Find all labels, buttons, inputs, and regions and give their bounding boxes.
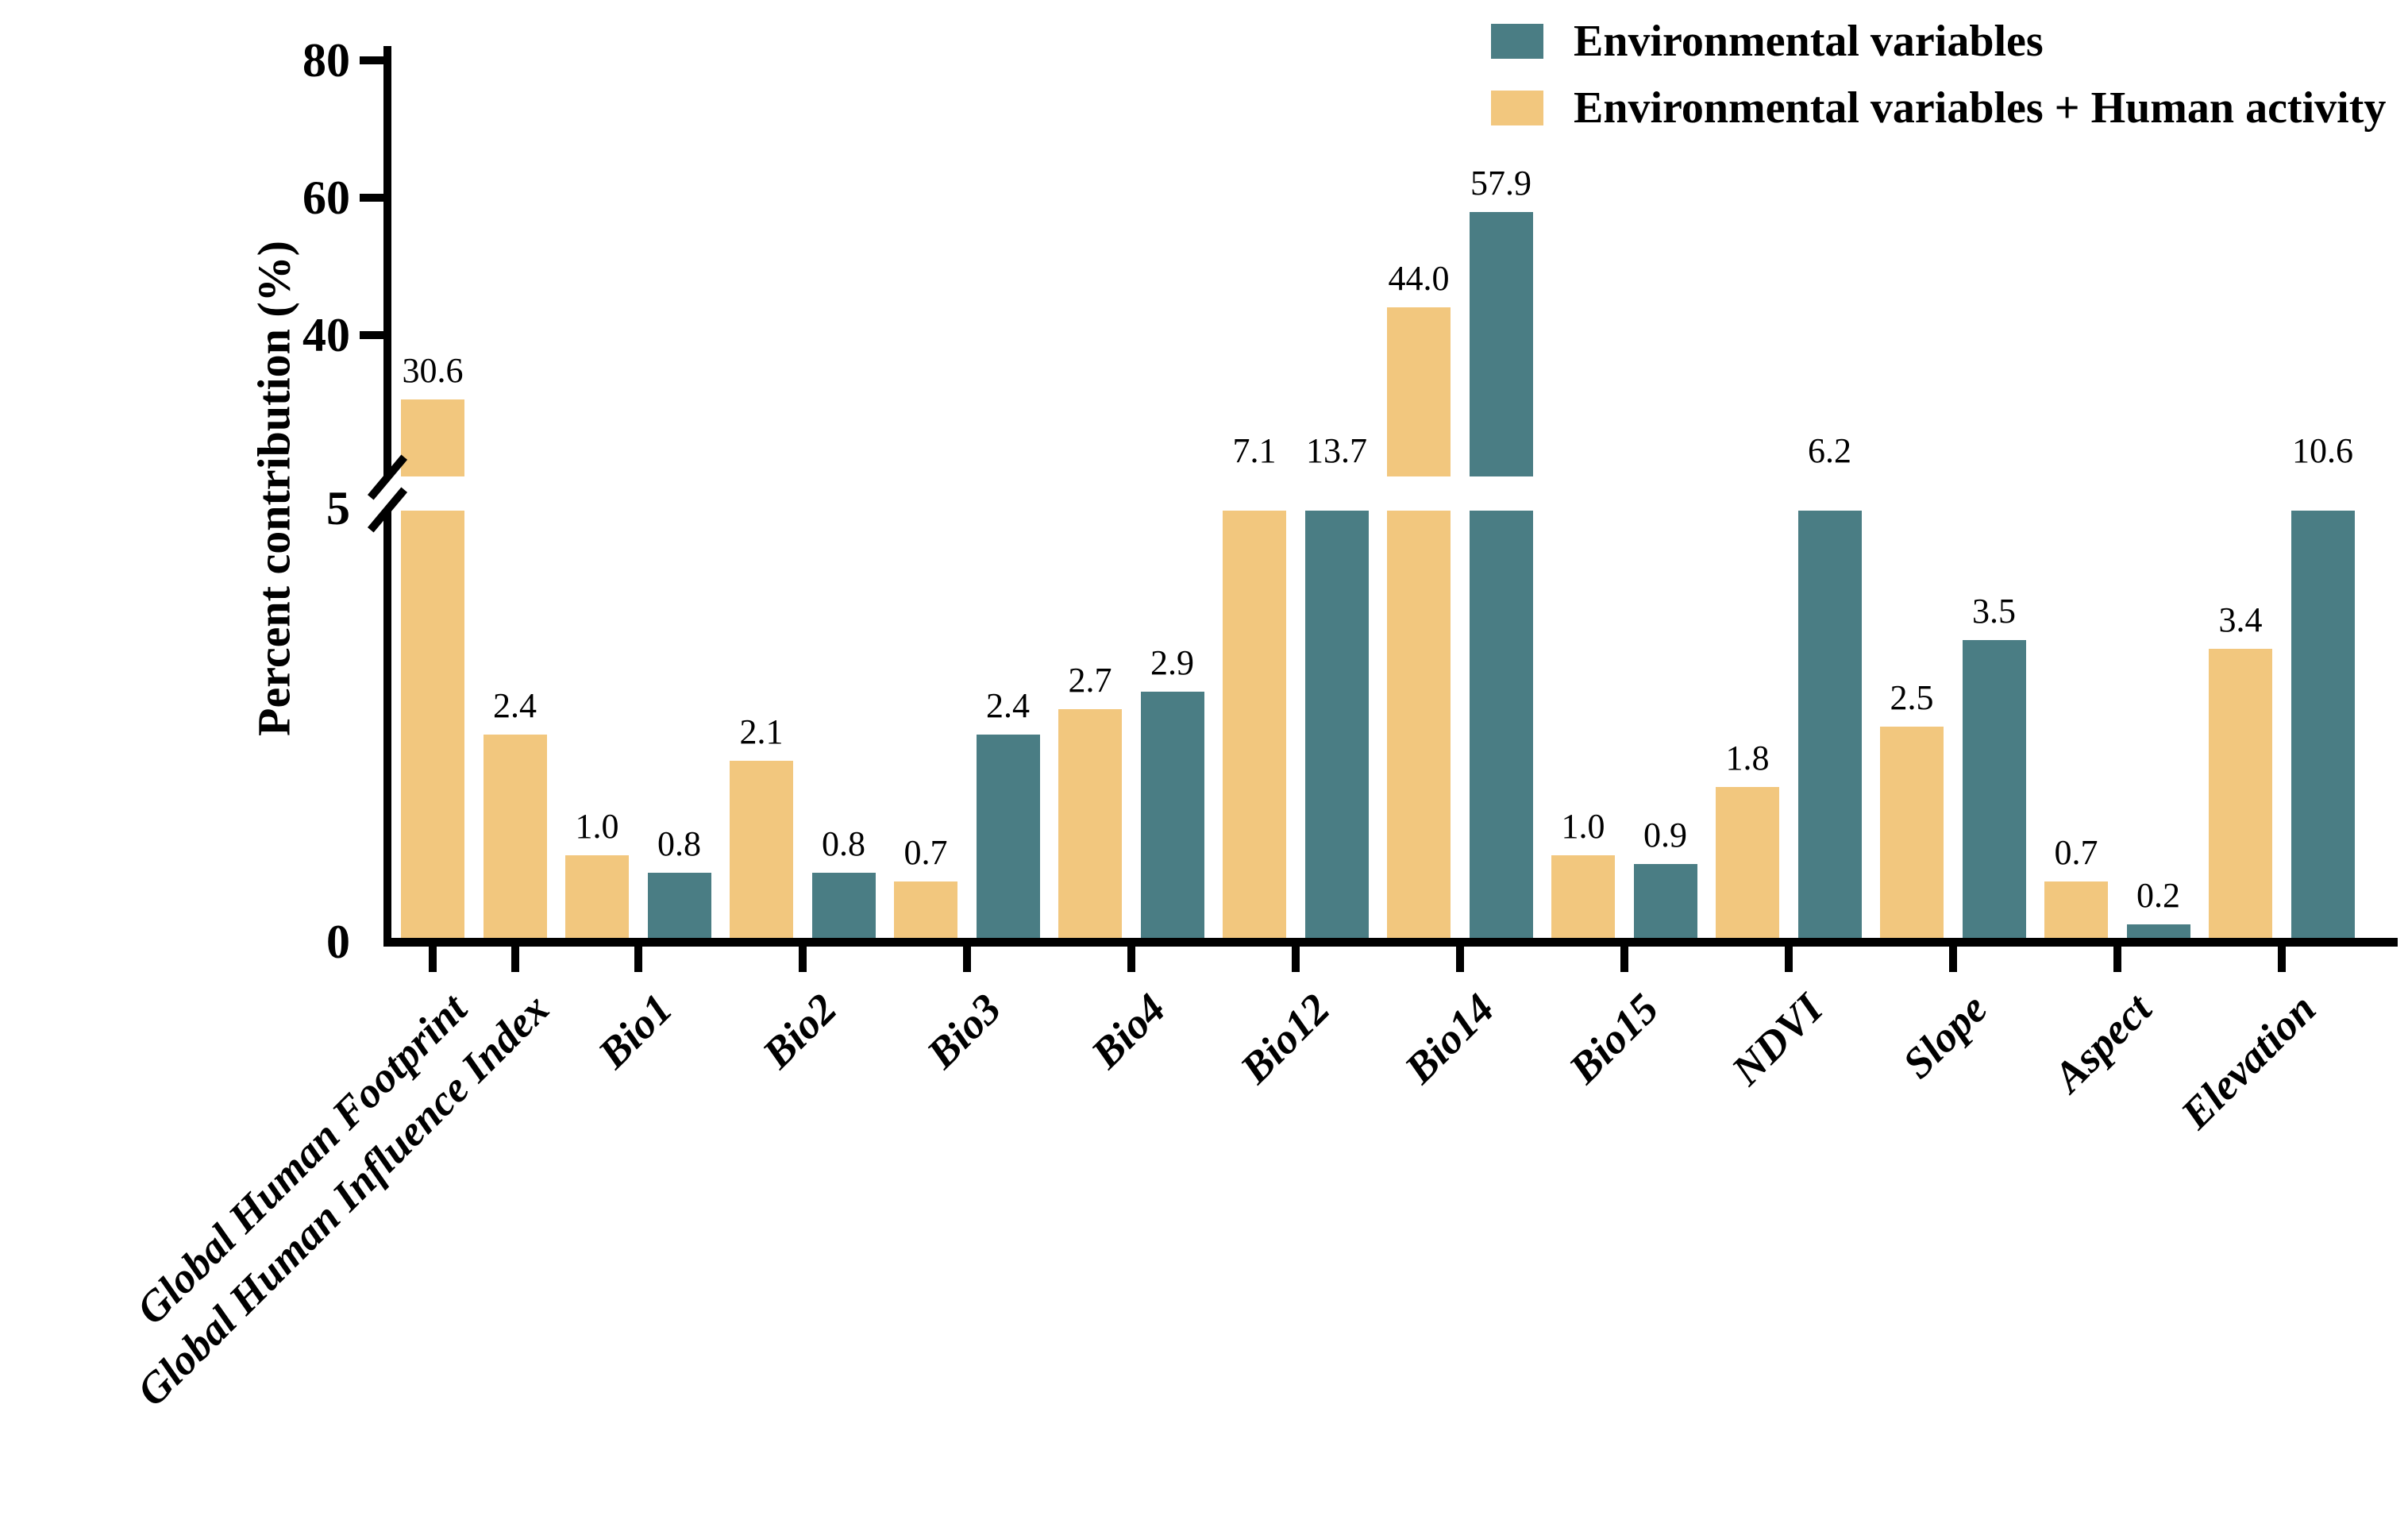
y-tick-60 — [360, 194, 383, 202]
x-tick-bio1 — [634, 946, 642, 972]
bar-bio12-env-lower-segment — [1304, 511, 1369, 942]
bar-bio14-env-lower-segment — [1469, 511, 1533, 942]
bar-bio12-env_human-value-label: 7.1 — [1232, 431, 1277, 470]
x-tick-slope — [1948, 946, 1957, 972]
bar-ndvi-env-lower-segment — [1797, 511, 1862, 942]
legend-label: Environmental variables + Human activity — [1574, 83, 2387, 133]
bar-ndvi-env-value-label: 6.2 — [1808, 431, 1851, 470]
bar-bio3-env — [976, 735, 1040, 942]
x-tick-global-human-influence-index — [510, 946, 519, 972]
bar-bio14-env_human-upper-segment — [1387, 307, 1451, 476]
x-category-label-bio12: Bio12 — [1231, 984, 1339, 1093]
x-tick-ndvi — [1784, 946, 1793, 972]
x-tick-global-human-footprint — [429, 946, 437, 972]
bar-bio4-env-value-label: 2.9 — [1150, 643, 1194, 683]
bar-bio14-env_human-value-label: 44.0 — [1388, 259, 1450, 299]
bar-bio2-env — [811, 873, 876, 942]
bar-global-human-influence-index-env_human — [483, 735, 547, 942]
y-tick-40 — [360, 331, 383, 339]
legend-label: Environmental variables — [1574, 17, 2044, 66]
y-axis-title: Percent contribution (%) — [248, 241, 300, 736]
bar-bio14-env_human-lower-segment — [1387, 511, 1451, 942]
bar-bio14-env-value-label: 57.9 — [1470, 164, 1531, 203]
x-tick-aspect — [2113, 946, 2121, 972]
bar-elevation-env-value-label: 10.6 — [2292, 431, 2353, 470]
x-category-label-global-human-footprint: Global Human Footprint — [127, 984, 476, 1334]
bar-bio4-env — [1140, 692, 1204, 942]
bar-ndvi-env_human-value-label: 1.8 — [1725, 738, 1770, 777]
legend-item-environmental-variables-plus-human-activity: Environmental variables + Human activity — [1491, 86, 2386, 130]
x-category-label-bio14: Bio14 — [1395, 984, 1504, 1093]
x-tick-bio12 — [1291, 946, 1300, 972]
bar-bio1-env — [647, 873, 711, 942]
x-category-label-aspect: Aspect — [2044, 984, 2161, 1101]
bar-bio4-env_human — [1058, 708, 1122, 942]
bar-bio3-env-value-label: 2.4 — [986, 686, 1030, 726]
bar-ndvi-env_human — [1716, 786, 1779, 942]
legend-swatch-environmental-plus-human — [1491, 91, 1543, 125]
bar-bio15-env-value-label: 0.9 — [1643, 816, 1687, 855]
bar-bio1-env_human-value-label: 1.0 — [575, 807, 619, 847]
x-axis-line — [383, 937, 2398, 947]
x-category-label-bio1: Bio1 — [588, 984, 682, 1078]
x-category-label-elevation: Elevation — [2171, 984, 2325, 1138]
bar-bio15-env_human-value-label: 1.0 — [1561, 807, 1605, 847]
x-tick-bio4 — [1127, 946, 1135, 972]
bar-aspect-env_human — [2044, 881, 2108, 942]
bar-bio2-env_human-value-label: 2.1 — [739, 712, 784, 751]
bar-bio1-env_human — [565, 855, 629, 942]
x-tick-bio2 — [798, 946, 807, 972]
bar-slope-env_human-value-label: 2.5 — [1890, 677, 1934, 717]
y-axis-line-upper — [383, 46, 391, 476]
x-category-label-ndvi: NDVI — [1722, 984, 1832, 1094]
bar-elevation-env_human-value-label: 3.4 — [2218, 600, 2263, 639]
bar-aspect-env_human-value-label: 0.7 — [2054, 832, 2098, 872]
bar-bio3-env_human-value-label: 0.7 — [903, 832, 948, 872]
bar-aspect-env-value-label: 0.2 — [2136, 876, 2180, 916]
x-category-label-bio4: Bio4 — [1081, 984, 1175, 1078]
bar-bio12-env_human-lower-segment — [1223, 511, 1286, 942]
y-axis-line-lower — [383, 511, 391, 947]
x-tick-bio15 — [1620, 946, 1628, 972]
x-category-label-bio3: Bio3 — [917, 984, 1011, 1078]
x-tick-bio14 — [1455, 946, 1464, 972]
x-category-label-bio15: Bio15 — [1559, 984, 1668, 1093]
bar-bio14-env-upper-segment — [1469, 212, 1533, 476]
bar-bio15-env — [1633, 864, 1697, 942]
bar-bio2-env_human — [730, 760, 793, 942]
bar-bio3-env_human — [894, 881, 957, 942]
x-tick-bio3 — [962, 946, 971, 972]
bar-bio1-env-value-label: 0.8 — [657, 824, 701, 864]
bar-slope-env-value-label: 3.5 — [1972, 591, 2016, 631]
bar-global-human-footprint-env_human-upper-segment — [401, 399, 464, 476]
x-category-label-bio2: Bio2 — [753, 984, 846, 1078]
x-tick-elevation — [2277, 946, 2286, 972]
bar-bio12-env-value-label: 13.7 — [1306, 431, 1367, 470]
bar-global-human-footprint-env_human-value-label: 30.6 — [402, 351, 464, 391]
bar-bio15-env_human — [1551, 855, 1615, 942]
x-category-label-slope: Slope — [1893, 984, 1997, 1088]
legend-swatch-environmental-variables — [1491, 24, 1543, 59]
y-tick-80 — [360, 56, 383, 64]
bar-elevation-env-lower-segment — [2290, 511, 2355, 942]
bar-slope-env_human — [1880, 726, 1944, 942]
bar-bio4-env_human-value-label: 2.7 — [1068, 660, 1112, 700]
bar-bio2-env-value-label: 0.8 — [822, 824, 865, 864]
bar-slope-env — [1962, 639, 2026, 942]
bar-global-human-influence-index-env_human-value-label: 2.4 — [493, 686, 537, 726]
bar-elevation-env_human — [2209, 648, 2272, 942]
x-category-label-global-human-influence-index: Global Human Influence Index — [127, 984, 558, 1415]
bar-global-human-footprint-env_human-lower-segment — [401, 511, 464, 942]
legend-item-environmental-variables: Environmental variables — [1491, 19, 2044, 64]
